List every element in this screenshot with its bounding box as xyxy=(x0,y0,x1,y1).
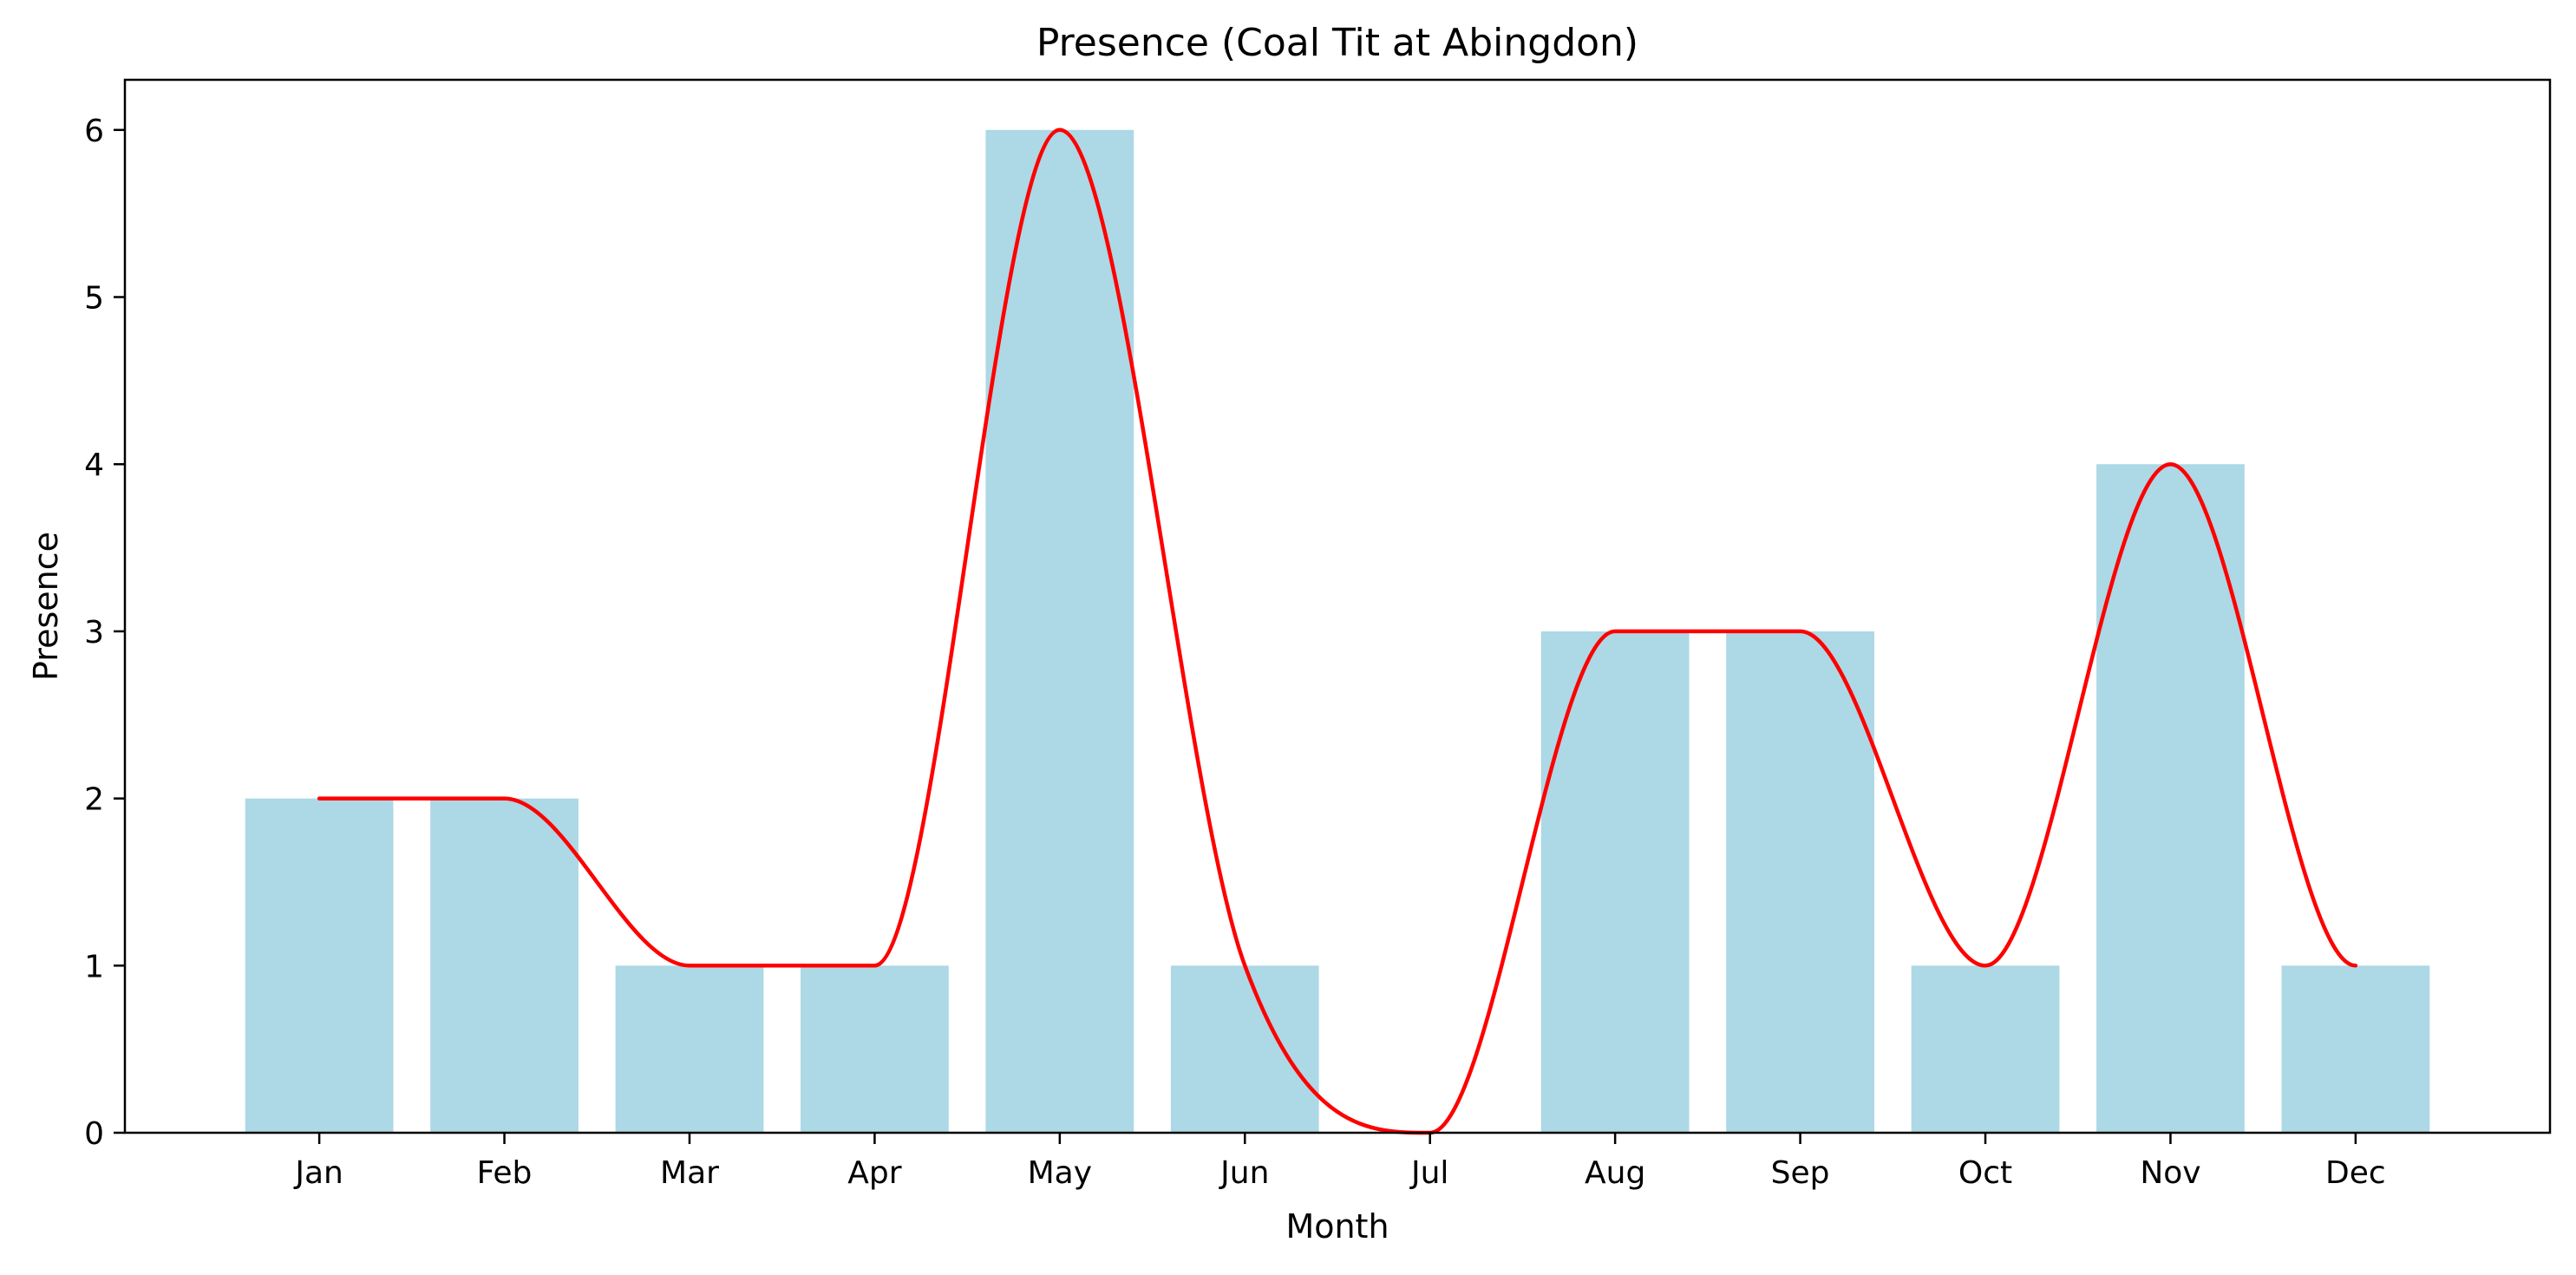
bar-nov xyxy=(2096,464,2245,1133)
bar-sep xyxy=(1726,631,1874,1133)
x-axis: Jan Feb Mar Apr May Jun Jul Aug Sep Oct Nov Dec xyxy=(293,1133,2386,1191)
x-tick-label-apr: Apr xyxy=(847,1155,901,1191)
chart-title: Presence (Coal Tit at Abingdon) xyxy=(1036,21,1638,65)
bar-apr xyxy=(801,965,949,1133)
bar-may xyxy=(985,129,1134,1133)
x-tick-label-mar: Mar xyxy=(660,1155,719,1191)
trend-line xyxy=(317,128,2358,1135)
y-tick-label: 5 xyxy=(84,281,104,317)
y-tick-label: 2 xyxy=(84,782,104,818)
x-tick-label-sep: Sep xyxy=(1771,1155,1830,1191)
x-tick-label-feb: Feb xyxy=(477,1155,533,1191)
bar-dec xyxy=(2281,965,2430,1133)
x-tick-label-dec: Dec xyxy=(2325,1155,2386,1191)
y-tick-label: 3 xyxy=(84,615,104,651)
bar-aug xyxy=(1540,631,1690,1133)
trend-line-layer xyxy=(317,128,2358,1135)
bar-mar xyxy=(615,965,764,1133)
y-tick-label: 4 xyxy=(84,448,104,483)
y-axis: 0 1 2 3 4 5 6 xyxy=(84,114,125,1152)
y-tick-label: 1 xyxy=(84,949,104,984)
bar-feb xyxy=(430,798,579,1133)
plot-frame xyxy=(123,78,2552,1134)
x-tick-label-jun: Jun xyxy=(1219,1155,1269,1191)
bar-jun xyxy=(1170,965,1319,1133)
x-tick-label-oct: Oct xyxy=(1958,1155,2012,1191)
x-tick-label-aug: Aug xyxy=(1585,1155,1645,1191)
bar-oct xyxy=(1911,965,2060,1133)
x-tick-label-jan: Jan xyxy=(293,1155,343,1191)
x-tick-label-may: May xyxy=(1028,1155,1092,1191)
bars-layer xyxy=(245,129,2430,1133)
bar-jan xyxy=(245,798,394,1133)
y-axis-label: Presence xyxy=(27,532,65,681)
x-tick-label-nov: Nov xyxy=(2140,1155,2200,1191)
x-tick-label-jul: Jul xyxy=(1409,1155,1448,1191)
y-tick-label: 6 xyxy=(84,114,104,149)
x-axis-label: Month xyxy=(1285,1207,1389,1246)
y-tick-label: 0 xyxy=(84,1116,104,1152)
